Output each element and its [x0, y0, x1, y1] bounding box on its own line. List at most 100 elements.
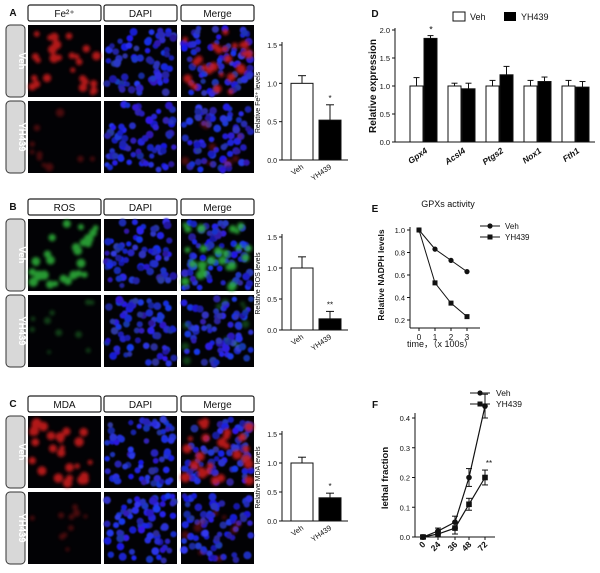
nucleus: [138, 110, 145, 117]
nucleus: [220, 143, 227, 151]
data-point-yh439: [416, 227, 422, 233]
nucleus: [152, 505, 161, 513]
signal-spot: [72, 504, 78, 510]
signal-spot: [213, 246, 223, 256]
nucleus: [113, 266, 122, 275]
signal-spot: [227, 261, 237, 271]
nucleus: [226, 532, 233, 539]
nucleus: [247, 467, 255, 475]
signal-spot: [182, 444, 192, 454]
nucleus: [104, 132, 111, 140]
nucleus: [207, 265, 214, 271]
nucleus: [184, 330, 192, 338]
signal-spot: [83, 514, 88, 519]
nucleus: [129, 28, 138, 36]
signal-spot: [75, 331, 82, 338]
row-label-box: [5, 24, 26, 98]
nucleus: [198, 461, 204, 468]
signal-spot: [234, 228, 240, 234]
nucleus: [159, 147, 167, 155]
nucleus: [158, 478, 165, 485]
row-label: YH439: [16, 316, 27, 345]
nucleus: [150, 343, 158, 351]
nucleus: [147, 302, 155, 309]
nucleus: [118, 552, 127, 561]
signal-spot: [90, 86, 98, 95]
nucleus: [227, 139, 235, 147]
significance-marker: *: [328, 94, 331, 103]
nucleus: [136, 423, 142, 429]
nucleus: [154, 538, 161, 545]
panel-letter: F: [372, 400, 378, 411]
nucleus: [144, 474, 151, 481]
signal-spot: [90, 80, 98, 88]
bar-ptgs2-yh439: [499, 74, 514, 143]
nucleus: [124, 314, 133, 323]
nucleus: [162, 77, 170, 84]
nucleus: [128, 548, 135, 555]
nucleus: [169, 325, 176, 332]
nucleus: [161, 345, 168, 351]
nucleus: [136, 321, 143, 328]
signal-spot: [218, 72, 224, 78]
x-tick-label: 72: [476, 539, 490, 553]
nucleus: [233, 137, 242, 146]
nucleus: [243, 501, 250, 508]
nucleus: [168, 161, 175, 168]
signal-spot: [212, 510, 219, 516]
signal-spot: [244, 422, 254, 432]
signal-spot: [29, 149, 35, 155]
nucleus: [240, 75, 249, 84]
nucleus: [196, 284, 203, 291]
nucleus: [158, 313, 165, 320]
nucleus: [148, 161, 154, 168]
nucleus: [222, 133, 229, 140]
nucleus: [201, 325, 208, 332]
nucleus: [145, 116, 154, 125]
signal-spot: [204, 468, 212, 475]
nucleus: [231, 465, 239, 473]
nucleus: [147, 248, 154, 254]
signal-spot: [68, 52, 76, 59]
y-axis-label: Relative MDA levels: [255, 446, 262, 509]
nucleus: [107, 551, 115, 558]
signal-spot: [43, 317, 51, 325]
nucleus: [185, 117, 194, 125]
nucleus: [166, 237, 173, 244]
micrograph-image: [180, 295, 254, 368]
nucleus: [128, 420, 134, 426]
signal-spot: [230, 526, 238, 534]
nucleus: [107, 164, 114, 171]
nucleus: [229, 513, 238, 522]
y-tick-label: 0.0: [267, 158, 277, 165]
micrograph-image: [28, 219, 101, 291]
panel-a-bar-chart: 0.0 0.5 1.0 1.5 Relative Fe²⁺ levels Veh YH439…: [255, 42, 348, 183]
nucleus: [245, 495, 253, 503]
y-axis-label: Relative expression: [368, 39, 379, 133]
signal-spot: [38, 421, 49, 432]
nucleus: [216, 312, 223, 319]
nucleus: [199, 254, 207, 262]
nucleus: [160, 428, 167, 435]
nucleus: [243, 551, 252, 560]
nucleus: [138, 72, 145, 80]
nucleus: [211, 326, 217, 332]
micrograph-image: [28, 25, 101, 97]
nucleus: [188, 542, 196, 550]
nucleus: [104, 455, 110, 462]
row-label: YH439: [16, 122, 27, 151]
nucleus: [134, 337, 141, 344]
nucleus: [210, 502, 218, 511]
signal-spot: [33, 124, 41, 132]
signal-spot: [45, 162, 54, 172]
signal-spot: [74, 437, 84, 447]
signal-spot: [32, 80, 41, 88]
y-tick-label: 1.5: [267, 432, 277, 439]
nucleus: [155, 166, 162, 173]
nucleus: [163, 221, 172, 230]
x-tick-label: Ptgs2: [480, 145, 505, 167]
nucleus: [156, 554, 162, 561]
signal-spot: [193, 523, 202, 532]
significance-marker: *: [429, 25, 433, 35]
nucleus: [217, 63, 225, 70]
